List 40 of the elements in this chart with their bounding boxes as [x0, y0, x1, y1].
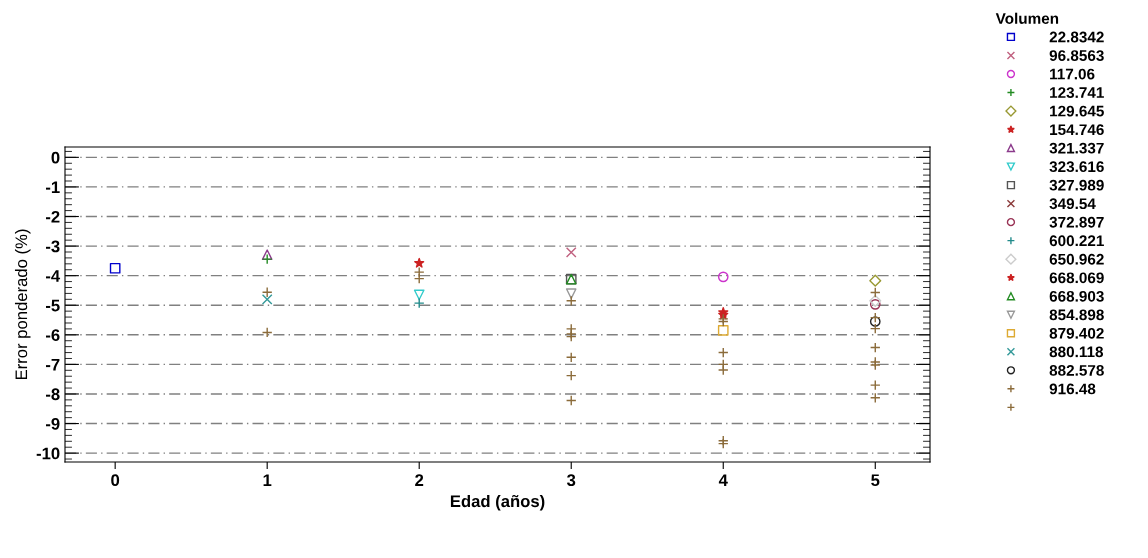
- legend-label: 22.8342: [1049, 31, 1104, 43]
- x-tick-label: 0: [111, 474, 120, 487]
- x-tick-label: 5: [871, 474, 880, 487]
- y-tick-label: -5: [45, 299, 60, 312]
- legend-label: 372.897: [1049, 216, 1104, 228]
- y-tick-label: -10: [36, 447, 60, 460]
- y-tick-label: -9: [45, 417, 60, 430]
- x-tick-label: 2: [415, 474, 424, 486]
- legend-label: 650.962: [1049, 253, 1104, 265]
- legend-label: 123.741: [1050, 87, 1104, 99]
- legend-label: 96.8563: [1049, 50, 1104, 61]
- legend-label: 854.898: [1049, 309, 1104, 321]
- legend-label: 349.54: [1049, 198, 1096, 210]
- legend-label: 323.616: [1049, 161, 1104, 173]
- x-tick-label: 4: [718, 474, 728, 486]
- legend-label: 880.118: [1049, 346, 1104, 358]
- y-tick-label: 0: [51, 151, 60, 164]
- y-tick-label: -1: [45, 181, 60, 193]
- legend-label: 882.578: [1049, 364, 1104, 376]
- x-tick-label: 3: [566, 474, 576, 487]
- x-tick-label: 1: [263, 474, 272, 486]
- legend-label: 321.337: [1049, 142, 1104, 154]
- y-axis-title: Error ponderado (%): [14, 229, 31, 380]
- y-tick-label: -4: [45, 270, 61, 282]
- legend-label: 668.069: [1049, 272, 1104, 284]
- y-tick-label: -7: [45, 358, 60, 371]
- legend-label: 117.06: [1050, 68, 1095, 80]
- x-axis-title: Edad (años): [450, 494, 545, 511]
- legend-label: 600.221: [1049, 235, 1104, 247]
- y-tick-label: -3: [45, 240, 60, 253]
- y-tick-label: -8: [45, 388, 60, 401]
- legend-label: 879.402: [1049, 327, 1104, 339]
- legend-label: 916.48: [1049, 383, 1096, 395]
- y-tick-label: -6: [45, 329, 60, 342]
- legend-label: 129.645: [1050, 105, 1104, 117]
- legend-title: Volumen: [995, 12, 1059, 24]
- legend-label: 668.903: [1049, 290, 1104, 302]
- legend-label: 327.989: [1049, 179, 1104, 191]
- legend-label: 154.746: [1050, 124, 1104, 136]
- y-tick-label: -2: [45, 210, 60, 223]
